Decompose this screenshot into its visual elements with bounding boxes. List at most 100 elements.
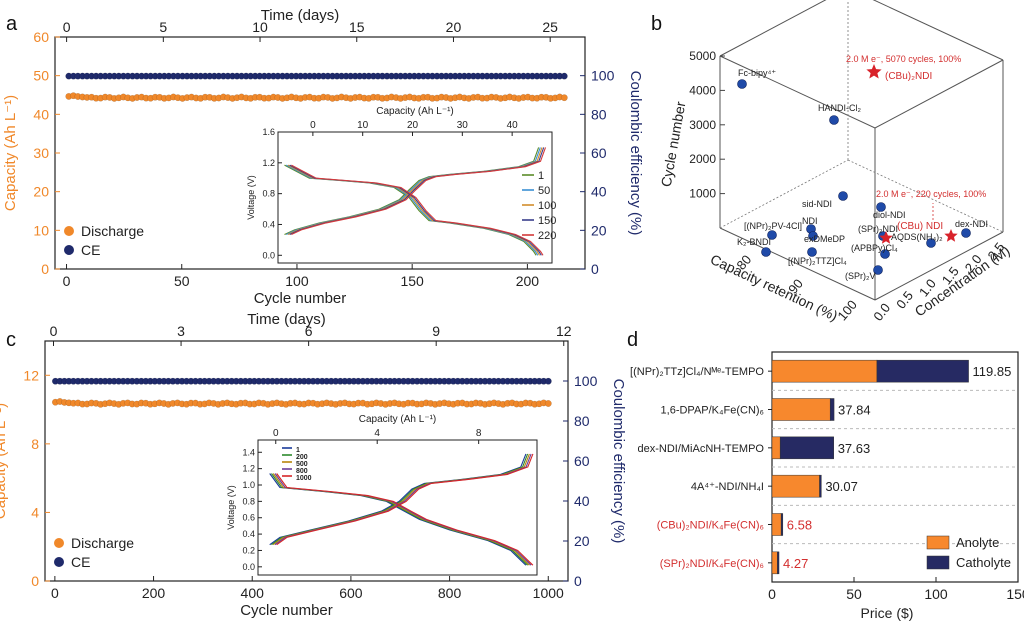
y2-tick-label: 40 (574, 493, 590, 509)
top-tick-label: 10 (252, 19, 268, 35)
legend-marker (54, 557, 64, 567)
z-tick-label: 2000 (689, 152, 716, 166)
y2-axis-label: Coulombic efficiency (%) (627, 71, 644, 236)
bar-anolyte (771, 513, 782, 536)
legend-label: Catholyte (956, 555, 1011, 570)
bar-catholyte (819, 474, 822, 498)
inset-legend-label: 100 (538, 200, 556, 212)
y2-tick-label: 100 (574, 373, 598, 389)
x-tick-label: 0 (51, 585, 59, 601)
box-edge (874, 59, 1004, 129)
inset-legend-label: 150 (538, 215, 556, 227)
x-tick-label: 50 (174, 273, 190, 289)
x-tick-label: 600 (339, 585, 363, 601)
inset-x-tick-label: 10 (357, 120, 369, 131)
legend-label: CE (81, 242, 100, 258)
bar-value-label: 37.63 (838, 441, 871, 456)
this-work-star (866, 64, 882, 79)
data-point-discharge (544, 400, 552, 407)
data-point (737, 79, 747, 89)
data-point-label: HANDI-Cl₂ (818, 103, 861, 113)
top-tick-label: 0 (63, 19, 71, 35)
this-work-star (944, 229, 958, 242)
inset-y-tick-label: 0.8 (262, 189, 275, 199)
inset-legend-label: 50 (538, 185, 550, 197)
category-label: [(NPr)₂TTz]Cl₄/Nᴹᵉ-TEMPO (630, 366, 764, 378)
top-tick-label: 5 (159, 19, 167, 35)
inset-x-axis-label: Capacity (Ah L⁻¹) (376, 106, 454, 117)
this-work-label: (CBu)₂NDI (885, 71, 932, 82)
inset-x-tick-label: 40 (507, 120, 519, 131)
y2-tick-label: 80 (591, 106, 607, 122)
x-tick-label: 200 (516, 273, 540, 289)
inset-y-tick-label: 0.8 (242, 496, 255, 506)
data-point (829, 115, 839, 125)
inset-y-tick-label: 0.0 (262, 250, 275, 260)
panel-label-d: d (627, 329, 638, 351)
conc-tick-label: 0.0 (870, 300, 893, 323)
x-tick-label: 200 (142, 585, 166, 601)
inset-y-tick-label: 1.4 (242, 447, 255, 457)
inset-y-tick-label: 0.4 (242, 529, 255, 539)
z-tick-label: 5000 (689, 49, 716, 63)
top-axis-label: Time (days) (247, 311, 326, 328)
x-tick-label: 150 (400, 273, 424, 289)
category-label: (SPr)₂NDI/K₄Fe(CN)₆ (660, 558, 764, 570)
panel-label-a: a (6, 13, 18, 35)
data-point (761, 247, 771, 257)
this-work-label: (CBu) NDI (897, 221, 943, 232)
inset-legend-label: 220 (538, 230, 556, 242)
z-axis-label: Cycle number (658, 100, 689, 188)
box-edge (874, 231, 1004, 301)
data-point-label: (SPr)₂V (845, 271, 876, 281)
bar-anolyte (771, 359, 878, 383)
x-tick-label: 150 (1006, 586, 1024, 602)
bar-catholyte (777, 551, 780, 575)
x-tick-label: 800 (438, 585, 462, 601)
y-tick-label: 0 (31, 573, 39, 589)
data-point-label: exDMeDP (804, 234, 845, 244)
x-tick-label: 0 (63, 273, 71, 289)
y2-tick-label: 40 (591, 184, 607, 200)
inset-y-axis-label: Voltage (V) (246, 175, 256, 220)
inset-legend-label: 500 (296, 461, 308, 468)
data-point (873, 265, 883, 275)
category-label: 4A⁴⁺-NDI/NH₄I (691, 481, 764, 493)
y-tick-label: 8 (31, 436, 39, 452)
y-axis-label: Capacity (Ah L⁻¹) (0, 403, 9, 519)
x-axis-label: Cycle number (254, 290, 347, 307)
charge-curve-220 (291, 147, 547, 235)
x-tick-label: 100 (924, 586, 948, 602)
inset-y-tick-label: 1.2 (242, 464, 255, 474)
category-label: dex-NDI/MiAcNH-TEMPO (637, 443, 764, 455)
legend-swatch (926, 555, 950, 570)
top-tick-label: 25 (542, 19, 558, 35)
charge-curve-1000 (276, 453, 534, 546)
data-point-label: diol-NDI (873, 210, 906, 220)
x-tick-label: 50 (846, 586, 862, 602)
data-point (838, 191, 848, 201)
top-tick-label: 15 (349, 19, 365, 35)
panel-label-b: b (651, 13, 662, 35)
inset-legend-label: 1 (296, 447, 300, 454)
bar-catholyte (780, 513, 784, 536)
data-point-label: Fc-bipy⁴⁺ (738, 68, 776, 78)
this-work-star (879, 231, 893, 244)
discharge-curve-220 (291, 164, 544, 256)
inset-legend-label: 1000 (296, 475, 312, 482)
box-edge (872, 0, 1004, 61)
inset-x-tick-label: 0 (273, 428, 279, 439)
bar-anolyte (771, 398, 831, 421)
data-point (767, 230, 777, 240)
x-axis-label: Cycle number (240, 602, 333, 619)
data-point-label: [(NPr)₂PV-4Cl] (744, 221, 802, 231)
top-tick-label: 0 (50, 323, 58, 339)
y2-tick-label: 0 (574, 573, 582, 589)
bar-anolyte (771, 551, 778, 575)
inset-x-axis-label: Capacity (Ah L⁻¹) (359, 414, 437, 425)
y2-tick-label: 0 (591, 261, 599, 277)
data-point-label: (APBPy)Cl₄ (851, 243, 898, 253)
panel-label-c: c (6, 329, 16, 351)
legend-marker (54, 538, 64, 548)
y-tick-label: 10 (33, 222, 49, 238)
